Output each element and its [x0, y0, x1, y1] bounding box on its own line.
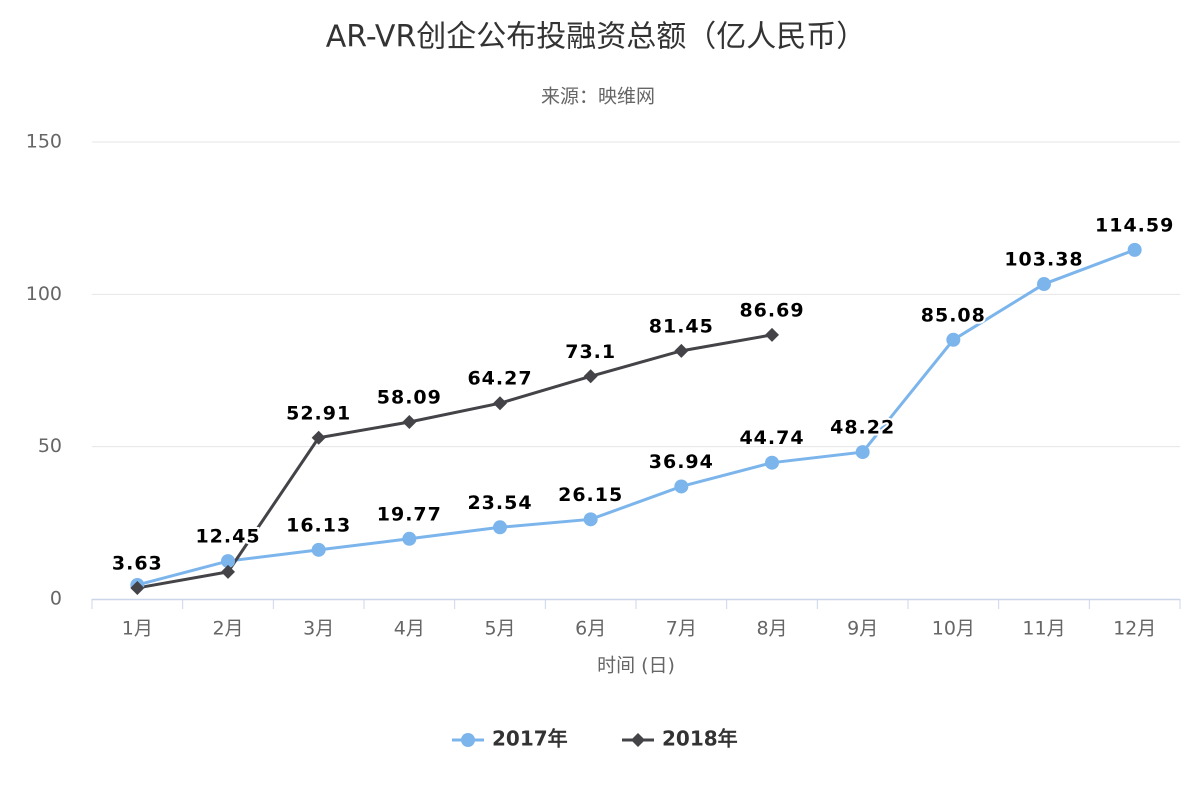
- marker: [583, 369, 598, 384]
- data-label: 26.15: [558, 484, 623, 506]
- data-label: 19.77: [377, 503, 442, 525]
- data-label: 86.69: [739, 299, 804, 321]
- data-label: 64.27: [467, 368, 532, 390]
- marker: [674, 343, 689, 358]
- marker: [402, 415, 417, 430]
- legend-label: 2017年: [492, 727, 568, 751]
- data-label: 12.45: [195, 526, 260, 548]
- series-line: [137, 333, 773, 590]
- x-tick-label: 1月: [122, 618, 153, 640]
- marker: [493, 396, 507, 411]
- marker: [765, 455, 779, 470]
- data-label: 23.54: [467, 492, 532, 514]
- marker: [1127, 242, 1142, 257]
- data-label: 103.38: [1004, 249, 1083, 271]
- marker: [221, 554, 235, 569]
- marker: [674, 479, 689, 494]
- marker: [311, 542, 326, 557]
- x-tick-label: 4月: [394, 618, 425, 640]
- data-label: 16.13: [286, 514, 351, 536]
- y-tick-label: 150: [26, 131, 62, 153]
- data-label: 114.59: [1095, 214, 1174, 236]
- marker: [221, 564, 235, 579]
- data-label: 81.45: [649, 315, 714, 337]
- x-tick-label: 12月: [1113, 618, 1156, 640]
- legend-marker: [631, 733, 645, 747]
- data-label: 44.74: [739, 427, 804, 449]
- marker: [583, 512, 598, 527]
- marker: [130, 580, 145, 595]
- chart-title: AR-VR创企公布投融资总额（亿人民币）: [326, 20, 867, 55]
- x-tick-label: 8月: [756, 618, 787, 640]
- x-tick-label: 5月: [484, 618, 515, 640]
- data-label: 36.94: [649, 451, 714, 473]
- x-tick-label: 3月: [303, 618, 334, 640]
- y-tick-label: 50: [38, 435, 62, 457]
- marker: [1037, 277, 1051, 292]
- legend-marker: [461, 733, 475, 747]
- x-tick-label: 11月: [1022, 618, 1065, 640]
- x-tick-label: 2月: [212, 618, 243, 640]
- x-tick-label: 10月: [932, 618, 975, 640]
- x-axis-title: 时间 (日): [597, 655, 675, 677]
- chart-subtitle: 来源：映维网: [541, 86, 655, 108]
- marker: [946, 332, 961, 347]
- data-label: 3.63: [112, 552, 163, 574]
- data-label: 73.1: [565, 341, 616, 363]
- legend-label: 2018年: [662, 727, 738, 751]
- marker: [311, 430, 326, 445]
- x-tick-label: 7月: [666, 618, 697, 640]
- data-label: 48.22: [830, 417, 895, 439]
- x-tick-label: 6月: [575, 618, 606, 640]
- data-label: 58.09: [377, 387, 442, 409]
- data-label: 52.91: [286, 402, 351, 424]
- marker: [855, 445, 870, 460]
- series-line: [136, 248, 1136, 587]
- y-tick-label: 0: [50, 588, 62, 610]
- marker: [402, 531, 417, 546]
- y-tick-label: 100: [26, 283, 62, 305]
- marker: [493, 520, 507, 535]
- marker: [765, 327, 779, 342]
- data-label: 85.08: [921, 304, 986, 326]
- x-tick-label: 9月: [847, 618, 878, 640]
